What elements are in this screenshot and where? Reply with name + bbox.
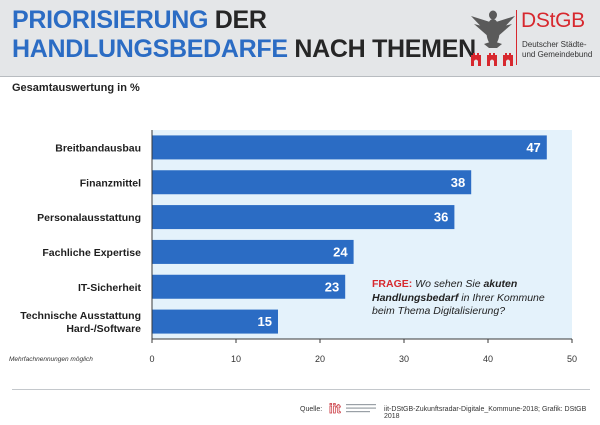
category-label: Breitbandausbau <box>55 142 141 154</box>
x-tick-label: 50 <box>567 354 577 364</box>
source-label: Quelle: <box>300 406 323 413</box>
bar <box>152 274 346 299</box>
question-label: FRAGE: <box>372 278 413 290</box>
bar <box>152 135 547 160</box>
category-label: IT-Sicherheit <box>78 282 142 294</box>
data-label: 47 <box>526 140 540 155</box>
x-tick-label: 0 <box>149 354 154 364</box>
svg-text:iit: iit <box>329 401 341 416</box>
source-text: iit-DStGB-Zukunftsradar-Digitale_Kommune… <box>384 406 587 420</box>
x-tick-label: 30 <box>399 354 409 364</box>
bar <box>152 309 278 334</box>
header-banner: PRIORISIERUNG DER HANDLUNGSBEDARFE NACH … <box>0 0 600 77</box>
x-tick-label: 10 <box>231 354 241 364</box>
logo-divider <box>516 10 517 65</box>
x-tick-label: 40 <box>483 354 493 364</box>
question-text-2: in Ihrer Kommune beim Thema Digitalisier… <box>372 291 545 318</box>
footer-divider <box>12 389 590 390</box>
logo-subtitle-line-1: Deutscher Städte- <box>522 40 587 49</box>
title-accent-2: HANDLUNGSBEDARFE <box>12 35 288 63</box>
question-emphasis: akuten Handlungsbedarf <box>372 278 518 304</box>
category-label: Hard-/Software <box>66 323 141 335</box>
bar <box>152 239 354 264</box>
question-text-1: Wo sehen Sie <box>412 278 484 290</box>
logo-subtitle-line-2: und Gemeindebund <box>522 50 593 59</box>
title-accent-1: PRIORISIERUNG <box>12 6 209 34</box>
x-tick-label: 20 <box>315 354 325 364</box>
data-label: 36 <box>434 210 448 225</box>
bar <box>152 205 455 230</box>
plot-area <box>152 130 572 339</box>
footnote: Mehrfachnennungen möglich <box>9 356 93 363</box>
data-label: 23 <box>325 279 339 294</box>
category-label: Finanzmittel <box>80 177 141 189</box>
data-label: 15 <box>258 314 272 329</box>
category-label: Fachliche Expertise <box>42 247 141 259</box>
chart-title: Gesamtauswertung in % <box>12 82 140 94</box>
category-label: Technische Ausstattung <box>20 310 141 322</box>
title-line-2: HANDLUNGSBEDARFE NACH THEMEN <box>12 35 476 64</box>
title-rest-2: NACH THEMEN <box>294 35 476 63</box>
category-label: Personalausstattung <box>37 212 141 224</box>
data-label: 38 <box>451 175 465 190</box>
title-line-1: PRIORISIERUNG DER <box>12 6 476 35</box>
dstgb-logo-text: DStGB <box>521 9 585 32</box>
survey-question: FRAGE: Wo sehen Sie akuten Handlungsbeda… <box>372 278 562 319</box>
eagle-logo-icon <box>471 10 515 66</box>
page-title: PRIORISIERUNG DER HANDLUNGSBEDARFE NACH … <box>12 6 476 64</box>
title-rest-1: DER <box>214 6 267 34</box>
iit-logo-icon: iit <box>329 401 376 416</box>
data-label: 24 <box>333 244 348 259</box>
bar <box>152 170 472 195</box>
